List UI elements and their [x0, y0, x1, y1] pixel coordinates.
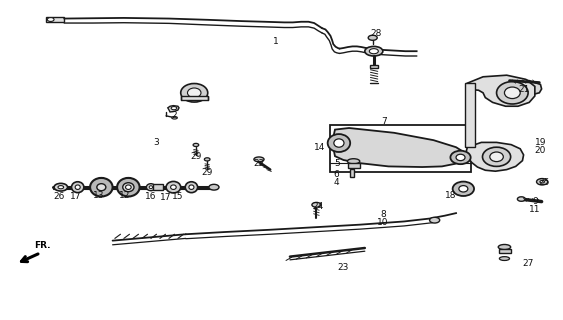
Ellipse shape [204, 158, 210, 161]
Ellipse shape [75, 185, 81, 189]
Text: 12: 12 [119, 191, 131, 200]
Ellipse shape [459, 186, 468, 192]
Ellipse shape [185, 182, 198, 193]
Ellipse shape [181, 84, 208, 102]
Bar [153, 184, 163, 190]
Text: 23: 23 [338, 263, 349, 272]
Text: 14: 14 [314, 143, 325, 152]
Circle shape [47, 18, 54, 21]
Text: 19: 19 [535, 138, 546, 147]
Text: 8: 8 [380, 210, 386, 219]
Ellipse shape [90, 178, 113, 196]
Ellipse shape [54, 183, 68, 191]
Ellipse shape [166, 181, 181, 193]
Text: 7: 7 [381, 117, 387, 126]
Text: 2: 2 [172, 111, 177, 120]
Bar [465, 83, 475, 147]
Bar [46, 17, 64, 22]
Ellipse shape [254, 157, 264, 162]
Ellipse shape [498, 244, 511, 250]
Ellipse shape [209, 184, 219, 190]
Text: 3: 3 [154, 138, 159, 147]
Text: 16: 16 [145, 192, 157, 201]
Ellipse shape [497, 82, 528, 104]
Ellipse shape [97, 184, 106, 191]
Bar [499, 249, 511, 253]
Ellipse shape [172, 116, 177, 119]
Ellipse shape [450, 151, 471, 164]
Text: 21: 21 [518, 85, 529, 94]
Ellipse shape [193, 143, 199, 147]
Text: 24: 24 [312, 202, 324, 211]
Ellipse shape [453, 182, 474, 196]
Polygon shape [168, 106, 179, 112]
Text: 27: 27 [522, 259, 534, 268]
Text: FR.: FR. [34, 241, 50, 250]
Text: 9: 9 [532, 197, 538, 206]
Ellipse shape [312, 203, 321, 207]
Bar [370, 65, 378, 68]
Text: 10: 10 [377, 218, 388, 227]
Text: 22: 22 [253, 159, 265, 168]
Ellipse shape [189, 185, 194, 189]
Text: 1: 1 [273, 37, 279, 46]
Text: 17: 17 [70, 192, 82, 201]
Ellipse shape [123, 183, 134, 192]
Ellipse shape [187, 88, 201, 98]
Ellipse shape [117, 178, 140, 196]
Text: 17: 17 [160, 193, 172, 202]
Text: 26: 26 [53, 192, 65, 201]
Text: 18: 18 [445, 191, 456, 200]
Ellipse shape [58, 186, 64, 189]
Ellipse shape [369, 49, 378, 54]
Ellipse shape [347, 159, 360, 164]
Ellipse shape [517, 197, 525, 201]
Ellipse shape [334, 139, 344, 147]
Ellipse shape [146, 184, 155, 191]
Ellipse shape [482, 147, 511, 166]
Ellipse shape [430, 217, 440, 223]
Polygon shape [332, 128, 466, 167]
Text: 13: 13 [93, 191, 104, 200]
Bar [350, 169, 354, 177]
Ellipse shape [328, 134, 350, 152]
Polygon shape [467, 75, 535, 106]
Polygon shape [466, 142, 524, 171]
Text: 29: 29 [190, 152, 202, 161]
Text: 25: 25 [538, 178, 549, 187]
Ellipse shape [499, 257, 510, 260]
Ellipse shape [171, 185, 176, 189]
Text: 15: 15 [172, 192, 184, 201]
Ellipse shape [149, 186, 153, 189]
Ellipse shape [126, 185, 131, 189]
Bar [181, 96, 208, 100]
Ellipse shape [368, 35, 377, 40]
Ellipse shape [537, 179, 548, 185]
Text: 4: 4 [334, 178, 339, 187]
Text: 29: 29 [202, 168, 213, 177]
Text: 6: 6 [334, 170, 339, 179]
Ellipse shape [456, 154, 465, 161]
Bar [330, 125, 471, 172]
Ellipse shape [365, 46, 383, 56]
Text: 28: 28 [370, 29, 382, 38]
Text: 11: 11 [529, 205, 540, 214]
Ellipse shape [504, 87, 520, 99]
Ellipse shape [490, 152, 503, 162]
Ellipse shape [72, 182, 84, 193]
Text: 5: 5 [334, 159, 339, 168]
Polygon shape [471, 78, 542, 96]
Ellipse shape [540, 180, 544, 183]
Circle shape [171, 107, 177, 110]
Text: 20: 20 [535, 146, 546, 155]
Bar [348, 163, 360, 168]
